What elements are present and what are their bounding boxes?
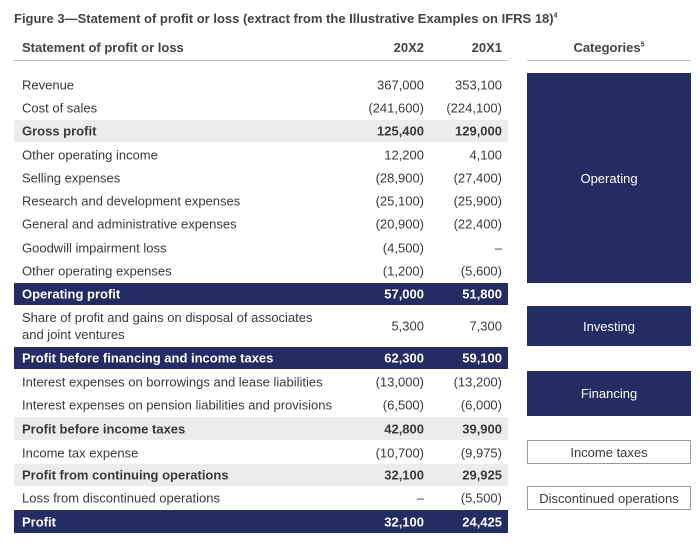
table-row: Other operating expenses (1,200) (5,600) — [14, 259, 508, 282]
value-20x2: 5,300 — [391, 318, 424, 334]
row-label: Loss from discontinued operations — [22, 490, 221, 506]
value-20x1: (6,000) — [460, 397, 502, 412]
row-label: Share of profit and gains on disposal of… — [22, 310, 313, 342]
category-discontinued-operations: Discontinued operations — [527, 486, 691, 510]
categories-text: Categories — [573, 40, 641, 55]
figure-title-text: Figure 3—Statement of profit or loss (ex… — [14, 11, 554, 26]
value-20x2: 32,100 — [384, 514, 424, 529]
row-label: Profit before income taxes — [22, 421, 186, 436]
table-row: Revenue 367,000 353,100 — [14, 73, 508, 96]
categories-rule — [527, 60, 691, 61]
value-20x1: – — [494, 240, 502, 255]
header-20x1: 20X1 — [471, 40, 502, 55]
value-20x1: 24,425 — [462, 514, 502, 529]
title-footnote: 4 — [553, 12, 558, 20]
value-20x2: 367,000 — [377, 77, 424, 92]
value-20x2: 62,300 — [384, 350, 424, 366]
table-row: Research and development expenses (25,100… — [14, 189, 508, 212]
category-operating: Operating — [527, 73, 691, 283]
table-row: Selling expenses (28,900) (27,400) — [14, 166, 508, 189]
value-20x1: 129,000 — [455, 123, 502, 139]
row-label: Gross profit — [22, 123, 97, 139]
value-20x2: (28,900) — [375, 170, 424, 185]
table-row: Interest expenses on borrowings and leas… — [14, 370, 508, 393]
value-20x1: 51,800 — [462, 286, 502, 302]
row-label: Profit from continuing operations — [22, 467, 229, 483]
row-label: Interest expenses on borrowings and leas… — [22, 374, 323, 389]
value-20x1: (9,975) — [460, 445, 502, 460]
header-categories: Categories5 — [527, 40, 691, 55]
table-row: Share of profit and gains on disposal of… — [14, 306, 508, 346]
header-label: Statement of profit or loss — [22, 40, 184, 55]
row-label: Profit — [22, 514, 56, 529]
header-20x2: 20X2 — [393, 40, 424, 55]
row-label: Cost of sales — [22, 100, 98, 115]
row-label: General and administrative expenses — [22, 216, 237, 231]
value-20x2: (241,600) — [368, 100, 424, 115]
value-20x2: (20,900) — [375, 216, 424, 231]
table-row: General and administrative expenses (20,9… — [14, 212, 508, 235]
row-label: Other operating income — [22, 147, 158, 162]
row-label: Revenue — [22, 77, 75, 92]
value-20x1: 39,900 — [462, 421, 502, 436]
row-label: Operating profit — [22, 286, 121, 302]
categories-footnote: 5 — [640, 41, 645, 49]
category-income-taxes: Income taxes — [527, 440, 691, 464]
table-row: Income tax expense (10,700) (9,975) — [14, 441, 508, 464]
row-label: Selling expenses — [22, 170, 121, 185]
value-20x2: (4,500) — [382, 240, 424, 255]
category-investing: Investing — [527, 306, 691, 346]
value-20x1: 59,100 — [462, 350, 502, 366]
value-20x2: (10,700) — [375, 445, 424, 460]
table-row: Cost of sales (241,600) (224,100) — [14, 96, 508, 119]
category-financing: Financing — [527, 371, 691, 416]
table-row: Operating profit 57,000 51,800 — [14, 283, 508, 305]
value-20x1: (5,600) — [460, 263, 502, 278]
value-20x1: (22,400) — [453, 216, 502, 231]
value-20x1: (224,100) — [446, 100, 502, 115]
value-20x2: 32,100 — [384, 467, 424, 483]
row-label: Goodwill impairment loss — [22, 240, 167, 255]
value-20x2: 12,200 — [384, 147, 424, 162]
value-20x1: 7,300 — [469, 318, 502, 334]
value-20x2: 125,400 — [377, 123, 424, 139]
value-20x2: 57,000 — [384, 286, 424, 302]
row-label: Profit before financing and income taxes — [22, 350, 274, 366]
value-20x1: (27,400) — [453, 170, 502, 185]
value-20x1: 4,100 — [469, 147, 502, 162]
row-label: Interest expenses on pension liabilities… — [22, 397, 333, 412]
row-label: Research and development expenses — [22, 193, 241, 208]
value-20x1: (25,900) — [453, 193, 502, 208]
value-20x2: – — [416, 490, 424, 506]
value-20x1: 353,100 — [455, 77, 502, 92]
value-20x2: (13,000) — [375, 374, 424, 389]
table-row: Interest expenses on pension liabilities… — [14, 393, 508, 416]
table-row: Profit from continuing operations 32,100 2… — [14, 464, 508, 486]
table-row: Gross profit 125,400 129,000 — [14, 120, 508, 142]
table-row: Goodwill impairment loss (4,500) – — [14, 236, 508, 259]
header-rule — [14, 60, 508, 61]
value-20x2: (1,200) — [382, 263, 424, 278]
value-20x1: 29,925 — [462, 467, 502, 483]
value-20x2: (25,100) — [375, 193, 424, 208]
row-label: Income tax expense — [22, 445, 139, 460]
value-20x1: (13,200) — [453, 374, 502, 389]
table-row: Loss from discontinued operations – (5,500… — [14, 487, 508, 509]
row-label: Other operating expenses — [22, 263, 172, 278]
value-20x2: 42,800 — [384, 421, 424, 436]
table-row: Other operating income 12,200 4,100 — [14, 143, 508, 166]
table-row: Profit 32,100 24,425 — [14, 510, 508, 533]
table-row: Profit before financing and income taxes… — [14, 347, 508, 369]
table-row: Profit before income taxes 42,800 39,900 — [14, 417, 508, 440]
value-20x1: (5,500) — [460, 490, 502, 506]
value-20x2: (6,500) — [382, 397, 424, 412]
figure-title: Figure 3—Statement of profit or loss (ex… — [14, 11, 558, 26]
